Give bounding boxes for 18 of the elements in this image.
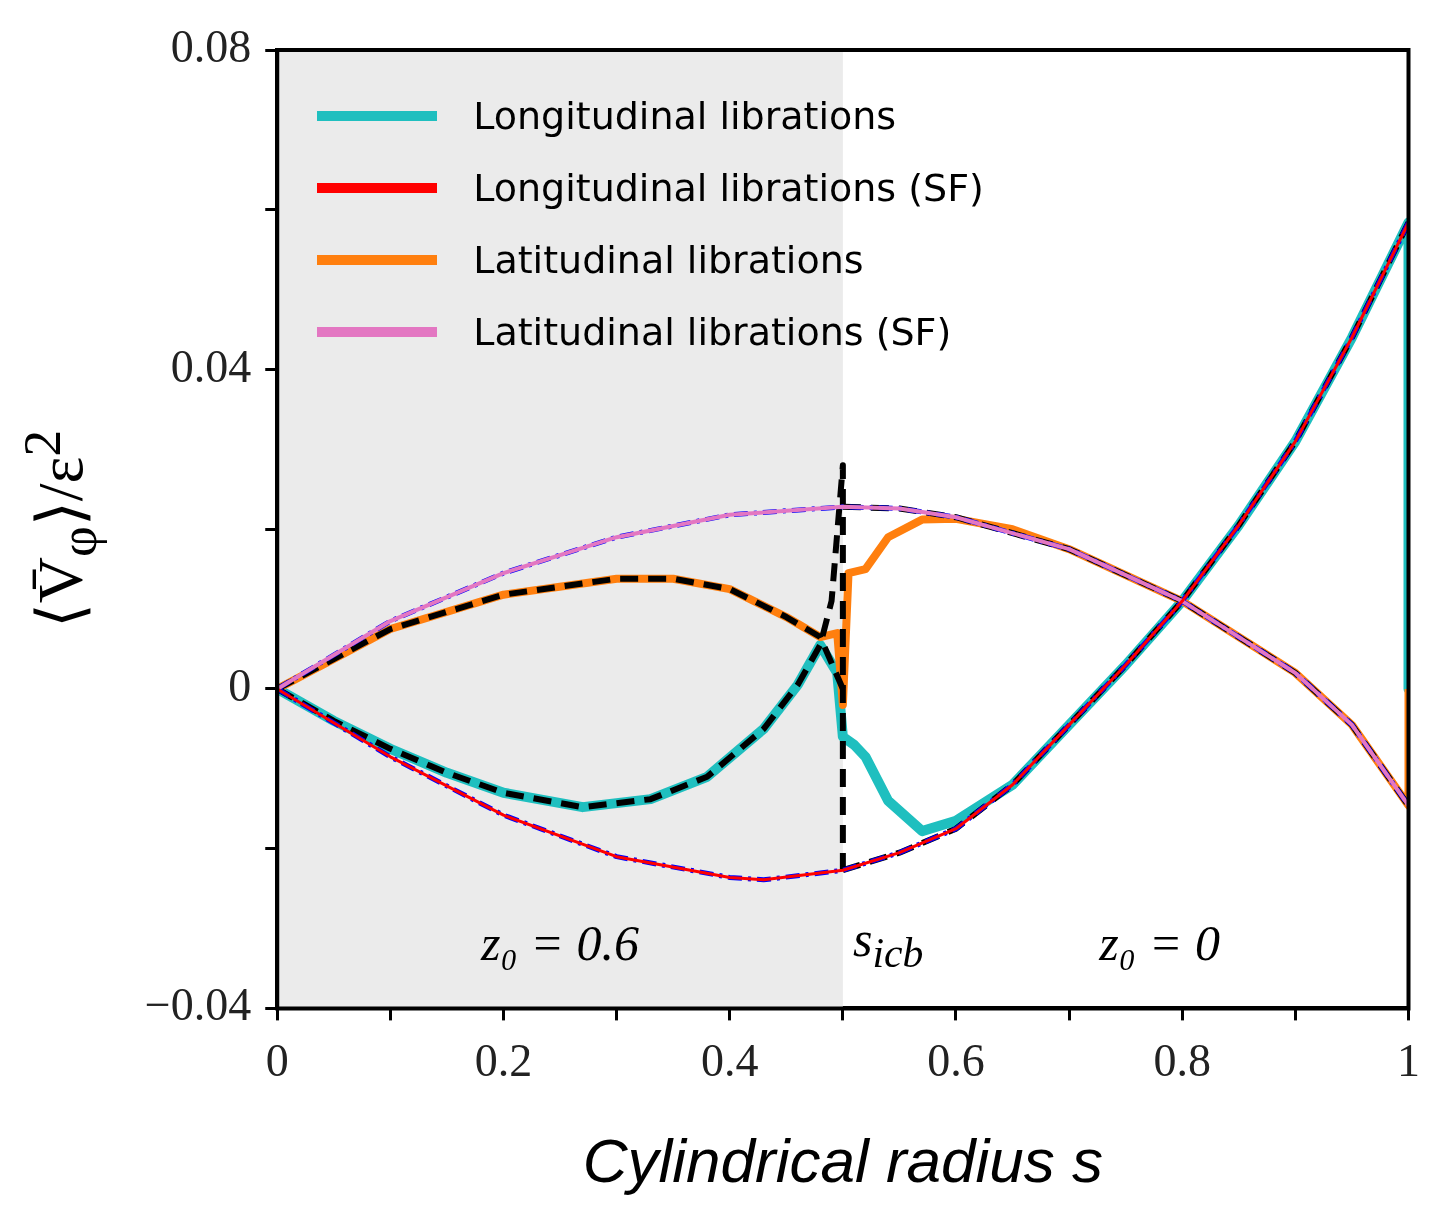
x-tick-label: 0.6 [927,1035,985,1087]
y-tick-label: 0.04 [170,340,252,392]
annotation: z₀ = 0.6 [481,914,640,973]
annotation: z₀ = 0 [1099,914,1220,973]
y-tick-label: 0 [228,660,252,712]
legend-label: Longitudinal librations (SF) [473,166,984,210]
legend-label: Longitudinal librations [473,94,897,138]
x-axis-title: Cylindrical radius s [582,1126,1104,1196]
legend-label: Latitudinal librations (SF) [473,310,952,354]
y-tick-label: 0.08 [170,21,252,73]
x-tick-label: 0.2 [474,1035,533,1087]
legend-label: Latitudinal librations [473,238,864,282]
x-tick-label: 1 [1397,1035,1420,1087]
x-tick-label: 0 [265,1035,289,1087]
annotation: s$_{icb}$ [852,909,924,977]
x-tick-label: 0.8 [1153,1035,1211,1087]
y-tick-label: −0.04 [144,979,252,1031]
x-tick-label: 0.4 [701,1035,759,1087]
